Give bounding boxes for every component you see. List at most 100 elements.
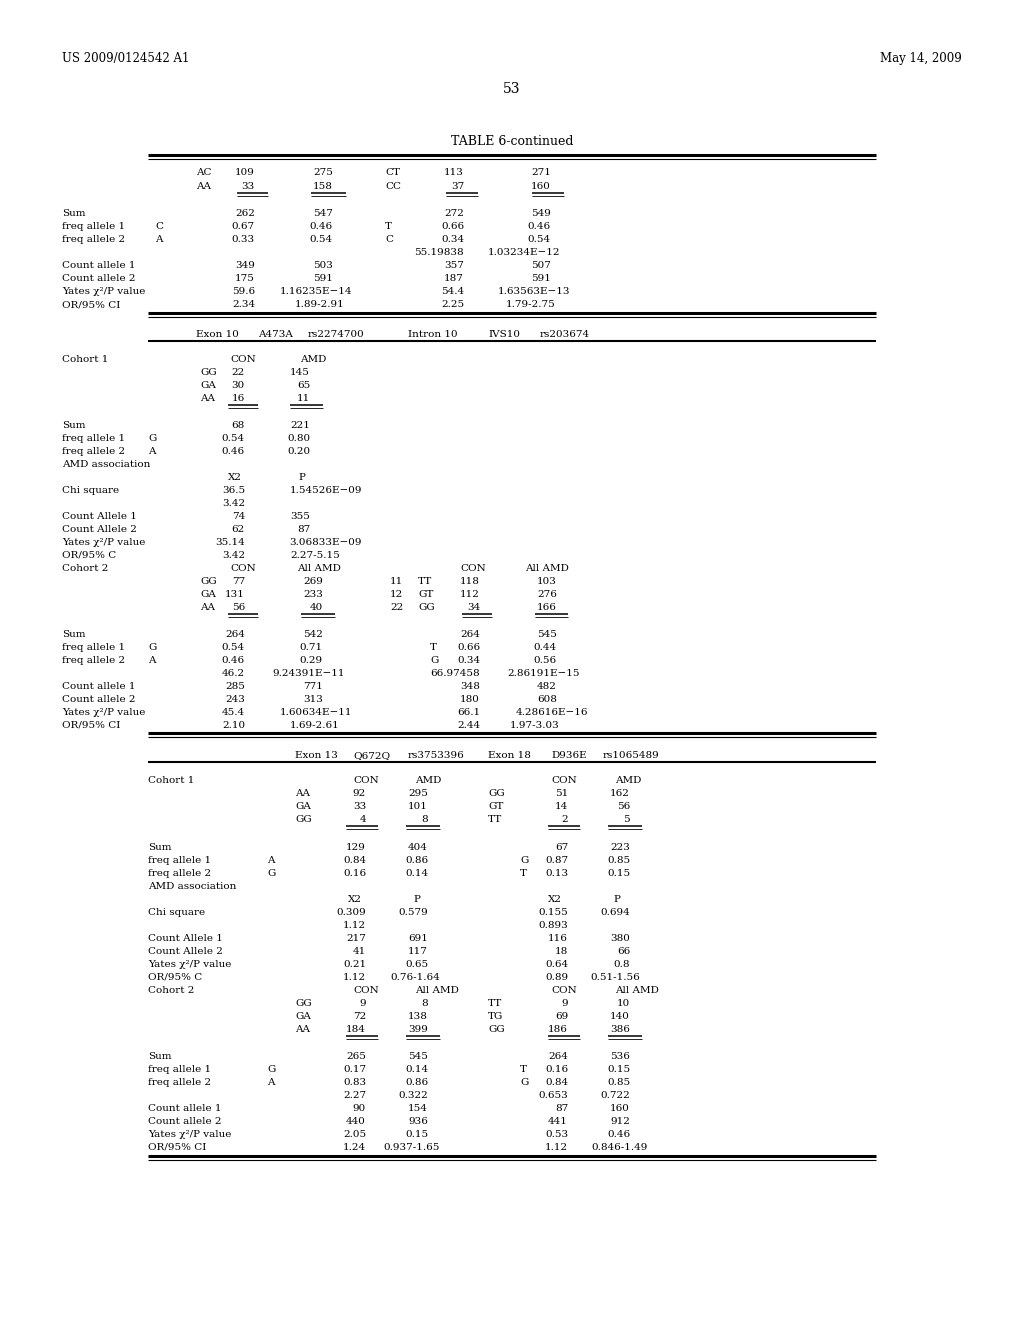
Text: P: P — [298, 473, 305, 482]
Text: freq allele 2: freq allele 2 — [62, 447, 125, 455]
Text: 72: 72 — [352, 1012, 366, 1020]
Text: 138: 138 — [409, 1012, 428, 1020]
Text: 4: 4 — [359, 814, 366, 824]
Text: CON: CON — [551, 986, 577, 995]
Text: rs203674: rs203674 — [540, 330, 590, 339]
Text: 9.24391E−11: 9.24391E−11 — [272, 669, 345, 678]
Text: 0.15: 0.15 — [404, 1130, 428, 1139]
Text: 140: 140 — [610, 1012, 630, 1020]
Text: 0.13: 0.13 — [545, 869, 568, 878]
Text: 2.27: 2.27 — [343, 1092, 366, 1100]
Text: OR/95% CI: OR/95% CI — [62, 721, 121, 730]
Text: AC: AC — [196, 168, 212, 177]
Text: 37: 37 — [451, 182, 464, 191]
Text: 56: 56 — [616, 803, 630, 810]
Text: 591: 591 — [531, 275, 551, 282]
Text: GA: GA — [295, 1012, 311, 1020]
Text: CON: CON — [353, 776, 379, 785]
Text: Yates χ²/P value: Yates χ²/P value — [62, 286, 145, 296]
Text: Yates χ²/P value: Yates χ²/P value — [62, 539, 145, 546]
Text: freq allele 2: freq allele 2 — [148, 1078, 211, 1086]
Text: 46.2: 46.2 — [222, 669, 245, 678]
Text: 59.6: 59.6 — [231, 286, 255, 296]
Text: 90: 90 — [352, 1104, 366, 1113]
Text: 1.54526E−09: 1.54526E−09 — [290, 486, 362, 495]
Text: G: G — [520, 855, 528, 865]
Text: 545: 545 — [538, 630, 557, 639]
Text: 41: 41 — [352, 946, 366, 956]
Text: GT: GT — [488, 803, 504, 810]
Text: 0.84: 0.84 — [343, 855, 366, 865]
Text: 103: 103 — [538, 577, 557, 586]
Text: 0.16: 0.16 — [343, 869, 366, 878]
Text: 0.34: 0.34 — [457, 656, 480, 665]
Text: 265: 265 — [346, 1052, 366, 1061]
Text: CON: CON — [460, 564, 485, 573]
Text: 166: 166 — [538, 603, 557, 612]
Text: All AMD: All AMD — [525, 564, 569, 573]
Text: TT: TT — [488, 814, 502, 824]
Text: 9: 9 — [359, 999, 366, 1008]
Text: 68: 68 — [231, 421, 245, 430]
Text: AA: AA — [196, 182, 211, 191]
Text: 441: 441 — [548, 1117, 568, 1126]
Text: 8: 8 — [421, 999, 428, 1008]
Text: 66.97458: 66.97458 — [430, 669, 480, 678]
Text: 349: 349 — [236, 261, 255, 271]
Text: 217: 217 — [346, 935, 366, 942]
Text: 0.33: 0.33 — [231, 235, 255, 244]
Text: 0.54: 0.54 — [528, 235, 551, 244]
Text: 33: 33 — [242, 182, 255, 191]
Text: 69: 69 — [555, 1012, 568, 1020]
Text: 180: 180 — [460, 696, 480, 704]
Text: AMD: AMD — [300, 355, 327, 364]
Text: 1.12: 1.12 — [545, 1143, 568, 1152]
Text: GG: GG — [488, 1026, 505, 1034]
Text: 0.66: 0.66 — [457, 643, 480, 652]
Text: 30: 30 — [231, 381, 245, 389]
Text: 264: 264 — [225, 630, 245, 639]
Text: 549: 549 — [531, 209, 551, 218]
Text: freq allele 1: freq allele 1 — [62, 434, 125, 444]
Text: 0.309: 0.309 — [336, 908, 366, 917]
Text: 313: 313 — [303, 696, 323, 704]
Text: 0.54: 0.54 — [310, 235, 333, 244]
Text: 0.21: 0.21 — [343, 960, 366, 969]
Text: Yates χ²/P value: Yates χ²/P value — [148, 1130, 231, 1139]
Text: All AMD: All AMD — [615, 986, 658, 995]
Text: GG: GG — [295, 999, 311, 1008]
Text: AMD: AMD — [615, 776, 641, 785]
Text: 4.28616E−16: 4.28616E−16 — [515, 708, 588, 717]
Text: 264: 264 — [460, 630, 480, 639]
Text: freq allele 1: freq allele 1 — [62, 222, 125, 231]
Text: Chi square: Chi square — [148, 908, 205, 917]
Text: TG: TG — [488, 1012, 504, 1020]
Text: Sum: Sum — [62, 209, 85, 218]
Text: AA: AA — [200, 603, 215, 612]
Text: 223: 223 — [610, 843, 630, 851]
Text: X2: X2 — [348, 895, 362, 904]
Text: All AMD: All AMD — [415, 986, 459, 995]
Text: 0.8: 0.8 — [613, 960, 630, 969]
Text: A: A — [155, 235, 163, 244]
Text: Sum: Sum — [148, 1052, 171, 1061]
Text: 0.653: 0.653 — [539, 1092, 568, 1100]
Text: 0.46: 0.46 — [222, 656, 245, 665]
Text: 608: 608 — [538, 696, 557, 704]
Text: 380: 380 — [610, 935, 630, 942]
Text: 53: 53 — [503, 82, 521, 96]
Text: 154: 154 — [409, 1104, 428, 1113]
Text: 0.46: 0.46 — [607, 1130, 630, 1139]
Text: 545: 545 — [409, 1052, 428, 1061]
Text: Count Allele 2: Count Allele 2 — [62, 525, 137, 535]
Text: 482: 482 — [538, 682, 557, 690]
Text: 22: 22 — [231, 368, 245, 378]
Text: 0.15: 0.15 — [607, 869, 630, 878]
Text: US 2009/0124542 A1: US 2009/0124542 A1 — [62, 51, 189, 65]
Text: 0.14: 0.14 — [404, 869, 428, 878]
Text: 10: 10 — [616, 999, 630, 1008]
Text: 118: 118 — [460, 577, 480, 586]
Text: 295: 295 — [409, 789, 428, 799]
Text: 912: 912 — [610, 1117, 630, 1126]
Text: freq allele 1: freq allele 1 — [148, 1065, 211, 1074]
